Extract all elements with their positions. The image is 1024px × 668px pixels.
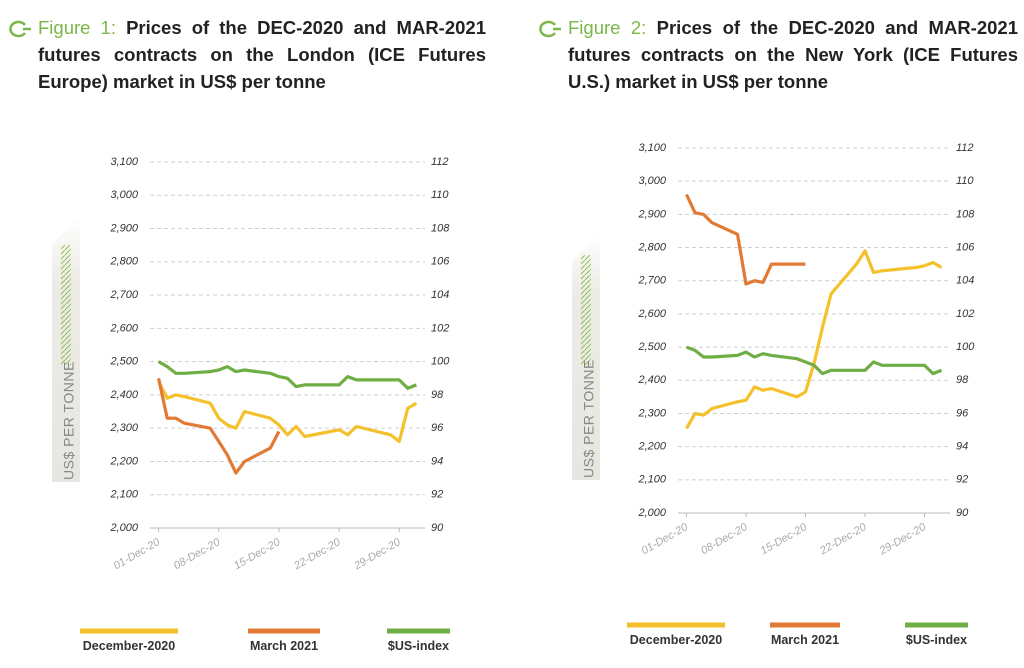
y-tick-label: 2,100 (637, 474, 666, 486)
legend-label: December-2020 (83, 639, 175, 653)
y-tick-label: 2,200 (637, 441, 666, 453)
y2-tick-label: 104 (956, 275, 974, 287)
series-line (685, 249, 943, 430)
y2-tick-label: 104 (431, 289, 449, 301)
y-tick-label: 2,800 (109, 256, 138, 268)
y2-tick-label: 110 (956, 175, 974, 187)
y2-tick-label: 102 (431, 322, 449, 334)
figure-icon (9, 20, 31, 38)
y-axis-label: US$ PER TONNE (581, 359, 597, 478)
x-tick-label: 15-Dec-20 (232, 536, 283, 573)
figure-title: Figure 2: Prices of the DEC-2020 and MAR… (568, 14, 1018, 95)
y-tick-label: 3,000 (110, 189, 138, 201)
x-tick-label: 08-Dec-20 (172, 536, 223, 573)
y-tick-label: 2,900 (109, 222, 138, 234)
legend-label: March 2021 (771, 633, 839, 647)
x-tick-label: 08-Dec-20 (699, 521, 750, 558)
legend-label: $US-index (388, 639, 449, 653)
y-tick-label: 3,100 (110, 156, 138, 168)
y2-tick-label: 98 (956, 374, 969, 386)
y-tick-label: 2,700 (637, 275, 666, 287)
legend-label: March 2021 (250, 639, 318, 653)
y-tick-label: 3,100 (638, 142, 666, 154)
y-tick-label: 2,500 (637, 341, 666, 353)
y-tick-label: 2,800 (637, 241, 666, 253)
series-line (157, 360, 417, 390)
figure-title: Figure 1: Prices of the DEC-2020 and MAR… (38, 14, 486, 95)
title-text: Prices of the DEC-2020 and MAR-2021 futu… (568, 17, 1019, 92)
y2-tick-label: 110 (431, 189, 449, 201)
y-tick-label: 2,200 (109, 455, 138, 467)
y2-tick-label: 92 (431, 489, 443, 501)
y2-tick-label: 112 (956, 142, 974, 154)
y-tick-label: 2,300 (109, 422, 138, 434)
y-tick-label: 2,400 (109, 389, 138, 401)
legend-label: $US-index (906, 633, 967, 647)
x-tick-label: 29-Dec-20 (351, 536, 403, 573)
series-line (685, 345, 943, 376)
y-tick-label: 2,900 (637, 208, 666, 220)
x-tick-label: 29-Dec-20 (877, 521, 929, 558)
series-line (685, 193, 806, 286)
y2-tick-label: 112 (431, 156, 449, 168)
y2-tick-label: 100 (431, 356, 450, 368)
y-tick-label: 3,000 (638, 175, 666, 187)
x-tick-label: 01-Dec-20 (640, 521, 691, 558)
figure-label: Figure 2: (568, 17, 647, 38)
y-tick-label: 2,000 (109, 522, 138, 534)
y-tick-label: 2,300 (637, 407, 666, 419)
x-tick-label: 15-Dec-20 (759, 521, 810, 558)
x-tick-label: 01-Dec-20 (112, 536, 163, 573)
y2-tick-label: 96 (956, 407, 969, 419)
y2-tick-label: 90 (956, 507, 969, 519)
axis-decoration (61, 245, 71, 365)
y2-tick-label: 94 (431, 455, 443, 467)
y2-tick-label: 108 (431, 222, 450, 234)
y-tick-label: 2,100 (109, 489, 138, 501)
y2-tick-label: 92 (956, 474, 968, 486)
y2-tick-label: 94 (956, 441, 968, 453)
x-tick-label: 22-Dec-20 (817, 521, 869, 558)
y-tick-label: 2,400 (637, 374, 666, 386)
y-tick-label: 2,600 (109, 322, 138, 334)
series-line (157, 380, 418, 444)
y2-tick-label: 98 (431, 389, 444, 401)
figure-label: Figure 1: (38, 17, 116, 38)
x-tick-label: 22-Dec-20 (291, 536, 343, 573)
y2-tick-label: 106 (956, 241, 975, 253)
y2-tick-label: 108 (956, 208, 975, 220)
y2-tick-label: 90 (431, 522, 444, 534)
y-tick-label: 2,500 (109, 356, 138, 368)
axis-decoration (581, 255, 591, 365)
y2-tick-label: 100 (956, 341, 975, 353)
y-tick-label: 2,700 (109, 289, 138, 301)
y-tick-label: 2,600 (637, 308, 666, 320)
figure-icon (539, 20, 561, 38)
title-text: Prices of the DEC-2020 and MAR-2021 futu… (38, 17, 486, 92)
y2-tick-label: 106 (431, 256, 450, 268)
y2-tick-label: 102 (956, 308, 974, 320)
y2-tick-label: 96 (431, 422, 444, 434)
y-tick-label: 2,000 (637, 507, 666, 519)
legend-label: December-2020 (630, 633, 722, 647)
y-axis-label: US$ PER TONNE (61, 361, 77, 480)
series-line (157, 377, 281, 475)
